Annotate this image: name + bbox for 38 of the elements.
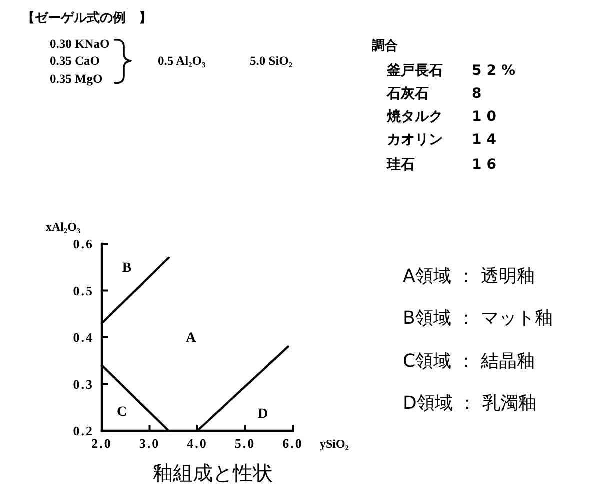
text: 【ゼーゲル式の例 】	[22, 10, 152, 26]
text: C領域 ： 結晶釉	[403, 351, 536, 372]
text: 石灰石	[386, 86, 429, 102]
text: 10	[472, 109, 502, 125]
text: 釜戸長石	[386, 63, 443, 79]
x-tick-label: 4.0	[187, 436, 208, 451]
xlabel: ySiO₂	[320, 437, 349, 451]
text: B領域 ： マット釉	[403, 308, 553, 329]
x-tick-label: 5.0	[234, 436, 256, 451]
text: 0.35 CaO	[50, 54, 100, 68]
text: 0.30 KNaO	[50, 37, 110, 51]
y-tick-label: 0.5	[73, 283, 94, 298]
annotation: D	[258, 407, 268, 422]
y-tick-label: 0.3	[73, 376, 94, 392]
text: カオリン	[387, 132, 443, 148]
title: 釉組成と性状	[153, 461, 273, 485]
annotation: C	[116, 405, 128, 420]
annotation: B	[122, 261, 132, 276]
text: A領域 ： 透明釉	[403, 266, 535, 287]
text: 16	[472, 157, 502, 173]
text: 0.5 Al₂O₃	[158, 54, 206, 68]
text: 焼タルク	[386, 109, 443, 125]
text: 0.35 MgO	[50, 72, 104, 86]
text: 珪石	[386, 157, 415, 173]
annotation: A	[186, 331, 197, 346]
text: 14	[472, 132, 502, 148]
text: 52%	[472, 63, 521, 79]
text: D領域 ： 乳濁釉	[403, 393, 536, 414]
ylabel: xAl₂O₃	[46, 220, 81, 234]
y-tick-label: 0.6	[73, 236, 94, 252]
x-tick-label: 2.0	[92, 436, 112, 451]
y-tick-label: 0.2	[73, 424, 94, 438]
text: 8	[472, 86, 487, 102]
y-tick-label: 0.4	[73, 330, 94, 345]
x-tick-label: 6.0	[282, 436, 304, 451]
x-tick-label: 3.0	[139, 436, 160, 451]
text: 調合	[372, 38, 398, 54]
text: 5.0 SiO₂	[250, 54, 293, 68]
